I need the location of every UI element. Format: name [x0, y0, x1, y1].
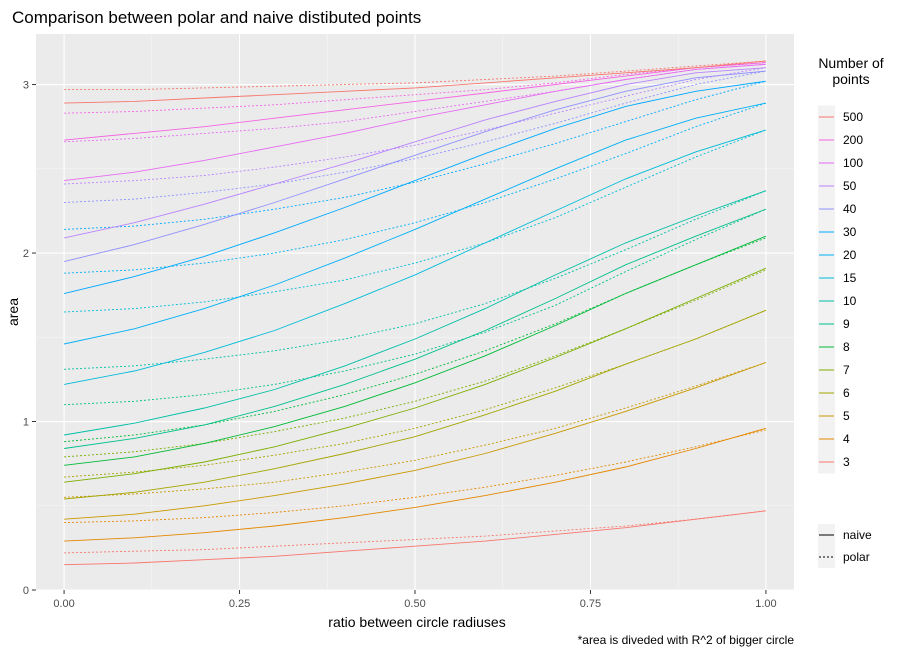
legend-key [818, 546, 835, 568]
chart-title: Comparison between polar and naive disti… [12, 8, 421, 27]
x-tick-label: 0.25 [229, 598, 250, 610]
series-line-20-polar [64, 102, 767, 274]
legend-title: Number of [818, 55, 883, 71]
series-line-5-naive [64, 362, 767, 520]
legend-label: 100 [843, 156, 863, 170]
y-tick-label: 3 [23, 80, 29, 92]
x-tick-label: 1.00 [755, 598, 776, 610]
legend-label: naive [843, 528, 872, 542]
series-line-20-naive [64, 102, 766, 345]
y-axis-ticks: 0 1 2 3 [23, 80, 36, 597]
legend-label: 200 [843, 133, 863, 147]
series-line-3-polar [64, 510, 766, 554]
y-axis-label: area [5, 298, 21, 326]
series-line-4-polar [64, 429, 767, 524]
series-line-30-polar [64, 80, 767, 230]
legend-label: 40 [843, 202, 857, 216]
linetype-legend: naive polar [818, 524, 872, 568]
legend-label: 15 [843, 271, 857, 285]
series-line-5-polar [64, 362, 767, 498]
legend-label: 7 [843, 363, 850, 377]
series-line-4-naive [64, 427, 767, 542]
legend-label: 9 [843, 317, 850, 331]
legend-label: 500 [843, 110, 863, 124]
series-line-9-naive [64, 208, 767, 449]
series-line-200-naive [64, 62, 766, 141]
series-line-3-naive [64, 510, 766, 566]
legend-label: 5 [843, 409, 850, 423]
legend-title: points [832, 71, 869, 87]
x-tick-label: 0.00 [53, 598, 74, 610]
series-line-7-naive [64, 267, 767, 483]
legend-label: polar [843, 550, 870, 564]
series-line-10-naive [64, 190, 767, 436]
legend-label: 3 [843, 455, 850, 469]
legend-label: 10 [843, 294, 857, 308]
series-line-500-naive [64, 60, 766, 104]
legend-label: 30 [843, 225, 857, 239]
chart-caption: *area is diveded with R^2 of bigger circ… [578, 633, 795, 647]
series-line-6-naive [64, 309, 767, 500]
legend-label: 50 [843, 179, 857, 193]
x-axis-ticks: 0.00 0.25 0.50 0.75 1.00 [53, 590, 777, 610]
y-tick-label: 1 [23, 417, 29, 429]
legend-label: 6 [843, 386, 850, 400]
series-line-200-polar [64, 62, 766, 114]
series-line-50-naive [64, 67, 766, 239]
series-line-9-polar [64, 208, 767, 406]
legend-label: 4 [843, 432, 850, 446]
x-axis-label: ratio between circle radiuses [328, 614, 505, 630]
series-line-10-polar [64, 190, 767, 370]
legend-label: 20 [843, 248, 857, 262]
series-line-7-polar [64, 269, 767, 458]
y-tick-label: 0 [23, 585, 29, 597]
series-line-6-polar [64, 309, 767, 478]
x-tick-label: 0.75 [580, 598, 601, 610]
series-line-30-naive [63, 80, 766, 294]
series-line-15-naive [64, 129, 767, 385]
series-line-100-polar [64, 63, 766, 143]
series-line-40-naive [63, 70, 766, 262]
series-line-15-polar [64, 129, 767, 313]
y-tick-label: 2 [23, 248, 29, 260]
legend-label: 8 [843, 340, 850, 354]
series-line-50-polar [64, 67, 766, 185]
series-line-8-polar [64, 237, 767, 443]
series-line-40-polar [64, 70, 766, 203]
plot-panel [36, 34, 794, 591]
series-line-500-polar [64, 60, 766, 91]
x-tick-label: 0.50 [404, 598, 425, 610]
